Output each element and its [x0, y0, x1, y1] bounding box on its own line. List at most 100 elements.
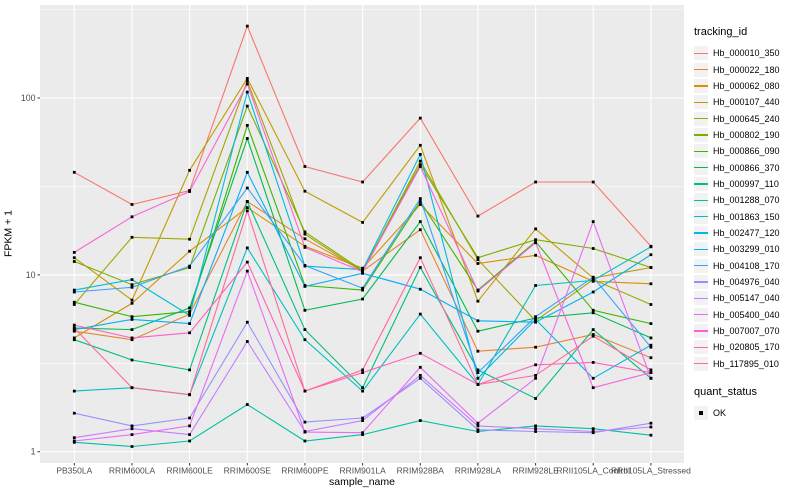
data-point — [72, 290, 76, 294]
data-point — [130, 283, 134, 287]
data-point — [245, 77, 249, 80]
data-point — [303, 328, 307, 331]
legend-label: Hb_117895_010 — [713, 358, 779, 369]
data-point — [361, 270, 364, 274]
data-point — [418, 153, 422, 156]
data-point — [245, 186, 249, 190]
data-point — [534, 284, 537, 287]
data-point — [130, 278, 134, 281]
legend-panel: tracking_id Hb_000010_350 Hb_000022_180 Hb… — [694, 26, 800, 421]
legend-line-swatch — [694, 248, 708, 250]
data-point — [130, 433, 134, 436]
data-point — [476, 262, 480, 265]
data-point — [245, 24, 249, 28]
data-point — [476, 329, 480, 333]
data-point — [130, 215, 134, 219]
legend-line-swatch — [694, 216, 708, 218]
legend-line-swatch — [694, 101, 708, 103]
data-point — [245, 209, 249, 213]
data-point — [188, 439, 191, 443]
data-point — [72, 170, 76, 174]
legend-key — [694, 62, 708, 77]
data-point — [245, 82, 249, 86]
data-point — [130, 386, 134, 390]
data-point — [418, 365, 422, 369]
data-point — [591, 279, 595, 282]
y-tick-label: 1 — [31, 447, 36, 457]
legend-label: Hb_001288_070 — [713, 195, 780, 206]
data-point — [188, 190, 191, 193]
legend-item: Hb_000022_180 — [694, 61, 800, 77]
data-point — [361, 221, 364, 224]
legend-key — [694, 160, 708, 175]
data-point — [130, 336, 134, 340]
data-point — [649, 245, 653, 249]
y-tick-label: 100 — [21, 93, 36, 103]
legend-key — [694, 406, 708, 421]
data-point — [591, 328, 595, 331]
data-point — [72, 411, 76, 415]
data-point — [303, 189, 307, 193]
data-point — [418, 419, 422, 422]
data-point — [303, 285, 307, 288]
data-point — [72, 300, 76, 304]
data-point — [591, 334, 595, 338]
legend-line-swatch — [694, 166, 708, 169]
legend-item: Hb_003299_010 — [694, 241, 800, 257]
data-point — [303, 308, 307, 312]
legend-item: Hb_000866_370 — [694, 159, 800, 175]
legend-label: Hb_004976_040 — [713, 276, 780, 287]
data-point — [361, 431, 364, 435]
data-point — [534, 363, 537, 367]
legend-key — [694, 274, 708, 289]
data-point — [418, 203, 422, 206]
data-point — [361, 286, 364, 290]
x-tick-label: RRIM600LA — [109, 466, 156, 476]
data-point — [72, 323, 76, 327]
data-point — [361, 268, 364, 272]
x-tick-label: RRIM928LA — [455, 466, 502, 476]
data-point — [72, 338, 76, 342]
data-point — [72, 329, 76, 333]
data-point — [534, 430, 537, 433]
data-point — [476, 376, 480, 380]
legend-key — [694, 144, 708, 159]
data-point — [245, 340, 249, 343]
data-point — [72, 389, 76, 393]
legend-label: Hb_000866_370 — [713, 162, 780, 173]
data-point — [649, 376, 653, 380]
data-point — [303, 430, 307, 434]
data-point — [418, 351, 422, 355]
legend-line-swatch — [694, 330, 708, 332]
legend-key — [694, 95, 708, 110]
data-point — [476, 368, 480, 372]
legend-item: Hb_000866_090 — [694, 143, 800, 159]
legend-label: Hb_005400_040 — [713, 309, 780, 320]
data-point — [649, 371, 653, 374]
data-point — [649, 345, 653, 349]
data-point — [245, 403, 249, 406]
data-point — [476, 371, 480, 374]
data-point — [72, 256, 76, 260]
data-point — [130, 445, 134, 448]
data-point — [418, 163, 422, 166]
legend-item: Hb_000107_440 — [694, 94, 800, 110]
legend-key — [694, 307, 708, 322]
data-point — [591, 333, 595, 336]
data-point — [649, 343, 653, 347]
data-point — [534, 376, 537, 380]
data-point — [361, 386, 364, 390]
data-point — [188, 433, 191, 436]
data-point — [476, 349, 480, 353]
legend-item: Hb_020805_170 — [694, 339, 800, 355]
legend-item: Hb_000997_110 — [694, 176, 800, 192]
data-point — [418, 312, 422, 316]
data-point — [188, 424, 191, 428]
data-point — [245, 206, 249, 209]
legend-line-swatch — [694, 85, 708, 87]
data-point — [245, 269, 249, 273]
data-point — [303, 420, 307, 424]
data-point — [72, 439, 76, 443]
data-point — [418, 197, 422, 200]
